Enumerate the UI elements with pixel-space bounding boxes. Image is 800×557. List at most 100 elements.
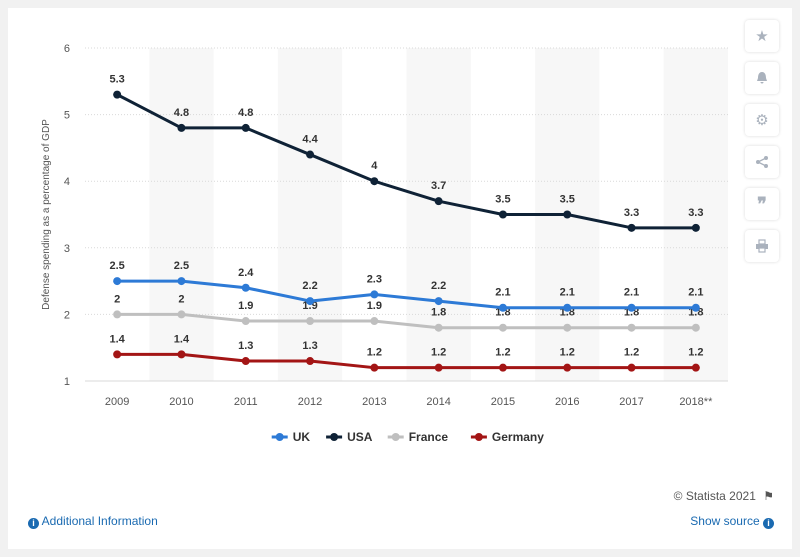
data-label-france: 1.9 — [238, 300, 253, 312]
y-tick-label: 6 — [64, 43, 70, 55]
data-point-france — [498, 323, 507, 332]
credit-text: © Statista 2021 — [673, 489, 756, 503]
data-point-usa — [177, 123, 186, 132]
data-label-uk: 2.1 — [495, 287, 510, 299]
data-point-germany — [691, 363, 700, 372]
x-tick-label: 2009 — [105, 396, 129, 408]
data-label-uk: 2.1 — [624, 287, 639, 299]
data-point-france — [434, 323, 443, 332]
data-label-uk: 2.5 — [110, 260, 125, 272]
data-label-germany: 1.2 — [495, 347, 510, 359]
legend-marker-france — [391, 433, 400, 441]
data-label-germany: 1.3 — [302, 340, 317, 352]
print-icon[interactable] — [745, 230, 779, 262]
x-tick-label: 2017 — [619, 396, 643, 408]
data-point-uk — [434, 297, 443, 306]
x-tick-label: 2016 — [555, 396, 579, 408]
data-point-usa — [113, 90, 122, 99]
data-point-usa — [627, 223, 636, 232]
star-icon[interactable]: ★ — [745, 20, 779, 52]
y-tick-label: 4 — [64, 176, 70, 188]
gear-icon[interactable]: ⚙ — [745, 104, 779, 136]
data-point-france — [113, 310, 122, 319]
data-label-france: 1.9 — [302, 300, 317, 312]
data-point-france — [177, 310, 186, 319]
additional-information-label: Additional Information — [41, 514, 158, 528]
additional-information-link[interactable]: i Additional Information — [28, 514, 158, 529]
data-point-france — [241, 317, 250, 326]
data-label-france: 2 — [114, 293, 120, 305]
data-point-usa — [370, 177, 379, 186]
data-label-germany: 1.2 — [688, 347, 703, 359]
data-label-germany: 1.4 — [110, 333, 126, 345]
data-label-usa: 3.5 — [495, 194, 510, 206]
data-label-usa: 4.4 — [302, 134, 318, 146]
column-band — [277, 48, 343, 381]
x-tick-label: 2012 — [298, 396, 322, 408]
x-tick-label: 2010 — [169, 396, 193, 408]
data-point-usa — [241, 123, 250, 132]
data-label-usa: 4 — [371, 160, 378, 172]
data-label-uk: 2.1 — [560, 287, 575, 299]
info-icon: i — [28, 518, 39, 529]
info-icon: i — [763, 518, 774, 529]
data-point-germany — [434, 363, 443, 372]
data-label-france: 1.9 — [367, 300, 382, 312]
data-label-usa: 3.3 — [688, 207, 703, 219]
bell-icon[interactable] — [745, 62, 779, 94]
data-point-usa — [691, 223, 700, 232]
data-label-uk: 2.1 — [688, 287, 703, 299]
x-tick-label: 2011 — [234, 396, 258, 408]
quote-icon[interactable]: ❞ — [745, 188, 779, 220]
data-label-germany: 1.2 — [431, 347, 446, 359]
chart-card: 1 2 3 4 5 6 2009 2010 2011 2012 2013 2014 2015 2016 20… — [8, 8, 792, 549]
show-source-link[interactable]: Show source i — [690, 514, 774, 529]
y-tick-label: 1 — [64, 376, 70, 388]
series-line-france — [117, 312, 696, 330]
data-point-uk — [563, 303, 572, 312]
data-label-usa: 5.3 — [110, 74, 125, 86]
legend-marker-uk — [275, 433, 284, 441]
data-point-uk — [306, 297, 315, 306]
data-point-france — [306, 317, 315, 326]
y-tick-label: 5 — [64, 110, 70, 122]
data-point-germany — [563, 363, 572, 372]
data-point-usa — [563, 210, 572, 219]
data-label-france: 1.8 — [495, 307, 510, 319]
data-label-france: 1.8 — [688, 307, 703, 319]
data-label-usa: 3.3 — [624, 207, 639, 219]
flag-icon[interactable]: ⚑ — [763, 489, 774, 503]
data-point-germany — [306, 357, 315, 366]
data-label-uk: 2.4 — [238, 267, 254, 279]
data-label-uk: 2.3 — [367, 273, 382, 285]
data-point-uk — [498, 303, 507, 312]
y-tick-label: 2 — [64, 309, 70, 321]
data-point-uk — [241, 283, 250, 292]
data-label-germany: 1.2 — [367, 347, 382, 359]
show-source-label: Show source — [690, 514, 760, 528]
series-line-usa — [116, 93, 696, 230]
data-label-usa: 4.8 — [174, 107, 189, 119]
data-point-uk — [370, 290, 379, 299]
data-point-germany — [498, 363, 507, 372]
data-label-france: 2 — [178, 293, 184, 305]
data-point-uk — [691, 303, 700, 312]
data-label-germany: 1.2 — [624, 347, 639, 359]
data-point-germany — [113, 350, 122, 359]
data-label-france: 1.8 — [431, 307, 446, 319]
data-point-germany — [627, 363, 636, 372]
data-point-usa — [306, 150, 315, 159]
legend-label-uk: UK — [293, 430, 311, 444]
y-tick-label: 3 — [64, 243, 70, 255]
x-tick-label: 2018** — [679, 396, 713, 408]
data-label-uk: 2.2 — [302, 280, 317, 292]
data-point-france — [691, 323, 700, 332]
data-label-usa: 3.5 — [560, 194, 575, 206]
data-point-germany — [241, 357, 250, 366]
share-icon[interactable] — [745, 146, 779, 178]
legend-label-france: France — [409, 430, 449, 444]
series-line-uk — [117, 279, 696, 310]
data-label-germany: 1.2 — [560, 347, 575, 359]
column-band — [149, 48, 214, 381]
data-label-germany: 1.4 — [174, 333, 190, 345]
